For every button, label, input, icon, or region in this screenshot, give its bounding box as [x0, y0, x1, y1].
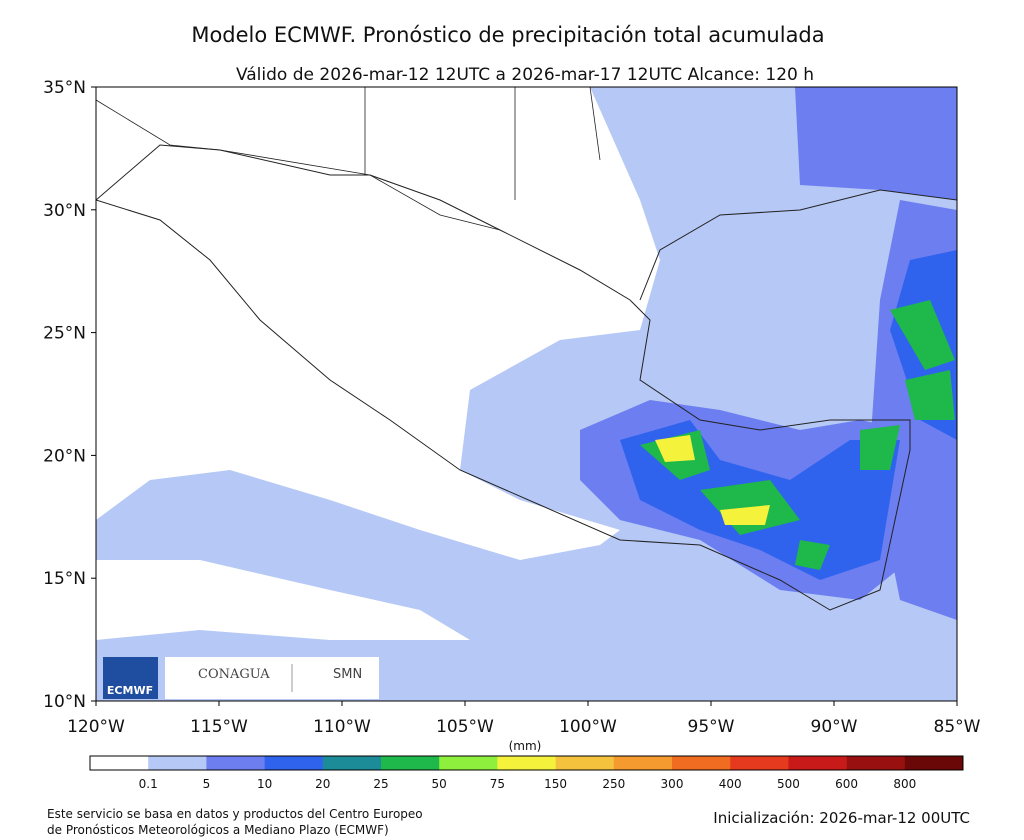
conagua-logo-text: CONAGUA — [198, 667, 270, 682]
colorbar-frame — [89, 755, 964, 771]
colorbar-swatch — [264, 756, 324, 770]
dry-land — [96, 87, 660, 560]
colorbar-swatch — [555, 756, 615, 770]
colorbar-swatch — [730, 756, 789, 770]
colorbar-label: 800 — [893, 777, 916, 791]
dry-ocean — [96, 560, 470, 640]
colorbar-swatch — [497, 756, 556, 770]
lat-tick-label: 35°N — [43, 78, 86, 98]
colorbar-label: 400 — [719, 777, 742, 791]
colorbar-swatch — [672, 756, 731, 770]
precip-yellow — [655, 435, 770, 525]
source-line-1: Este servicio se basa en datos y product… — [47, 807, 423, 821]
lon-tick-label: 95°W — [688, 717, 735, 737]
init-time: Inicialización: 2026-mar-12 00UTC — [713, 809, 970, 827]
borders — [96, 87, 601, 231]
colorbar-label: 50 — [432, 777, 447, 791]
lon-tick-label: 105°W — [436, 717, 494, 737]
ecmwf-logo — [103, 657, 158, 699]
lon-tick-label: 90°W — [811, 717, 858, 737]
partner-logos — [165, 657, 379, 699]
precip-north — [795, 87, 957, 200]
colorbar-label: 0.1 — [139, 777, 158, 791]
colorbar-label: 20 — [315, 777, 330, 791]
colorbar-swatch — [206, 756, 265, 770]
colorbar-swatch — [90, 756, 149, 770]
colorbar-swatch — [148, 756, 207, 770]
title: Modelo ECMWF. Pronóstico de precipitació… — [191, 23, 824, 47]
coastline — [96, 144, 911, 611]
subtitle: Válido de 2026-mar-12 12UTC a 2026-mar-1… — [236, 65, 814, 85]
colorbar-swatch — [613, 756, 673, 770]
lat-tick-label: 15°N — [43, 569, 86, 589]
lon-tick-label: 100°W — [559, 717, 617, 737]
gulf-coast — [639, 189, 957, 301]
lon-tick-label: 85°W — [934, 717, 981, 737]
colorbar-swatch — [381, 756, 440, 770]
smn-logo-text: SMN — [333, 667, 362, 682]
lon-tick-label: 120°W — [67, 717, 125, 737]
colorbar-swatch — [439, 756, 498, 770]
colorbar-swatch — [904, 756, 964, 770]
colorbar-unit: (mm) — [509, 739, 542, 753]
ecmwf-logo-text: ECMWF — [107, 684, 153, 697]
colorbar-label: 10 — [257, 777, 272, 791]
colorbar-label: 25 — [373, 777, 388, 791]
colorbar-swatch — [322, 756, 382, 770]
ticks: 35°N 30°N 25°N 20°N 15°N 10°N 120°W 115°W 110°W 1… — [43, 78, 981, 737]
colorbar-label: 150 — [544, 777, 567, 791]
colorbar-label: 500 — [777, 777, 800, 791]
map-frame — [95, 86, 958, 702]
colorbar-swatch — [846, 756, 906, 770]
source-line-2: de Pronósticos Meteorológicos a Mediano … — [47, 823, 389, 837]
precip-east-green — [890, 300, 955, 420]
lat-tick-label: 20°N — [43, 446, 86, 466]
lat-tick-label: 30°N — [43, 201, 86, 221]
colorbar-label: 300 — [661, 777, 684, 791]
colorbar-label: 250 — [602, 777, 625, 791]
colorbar: 0.1 5 10 20 25 50 75 150 250 300 400 500 600 800 — [89, 755, 964, 791]
lat-tick-label: 10°N — [43, 692, 86, 712]
lon-tick-label: 110°W — [313, 717, 371, 737]
colorbar-label: 75 — [490, 777, 505, 791]
lon-tick-label: 115°W — [190, 717, 248, 737]
colorbar-label: 5 — [203, 777, 211, 791]
precip-green — [640, 425, 900, 570]
lat-tick-label: 25°N — [43, 324, 86, 344]
colorbar-label: 600 — [835, 777, 858, 791]
colorbar-swatch — [788, 756, 847, 770]
map: 35°N 30°N 25°N 20°N 15°N 10°N 120°W 115°W 110°W 1… — [43, 78, 981, 737]
